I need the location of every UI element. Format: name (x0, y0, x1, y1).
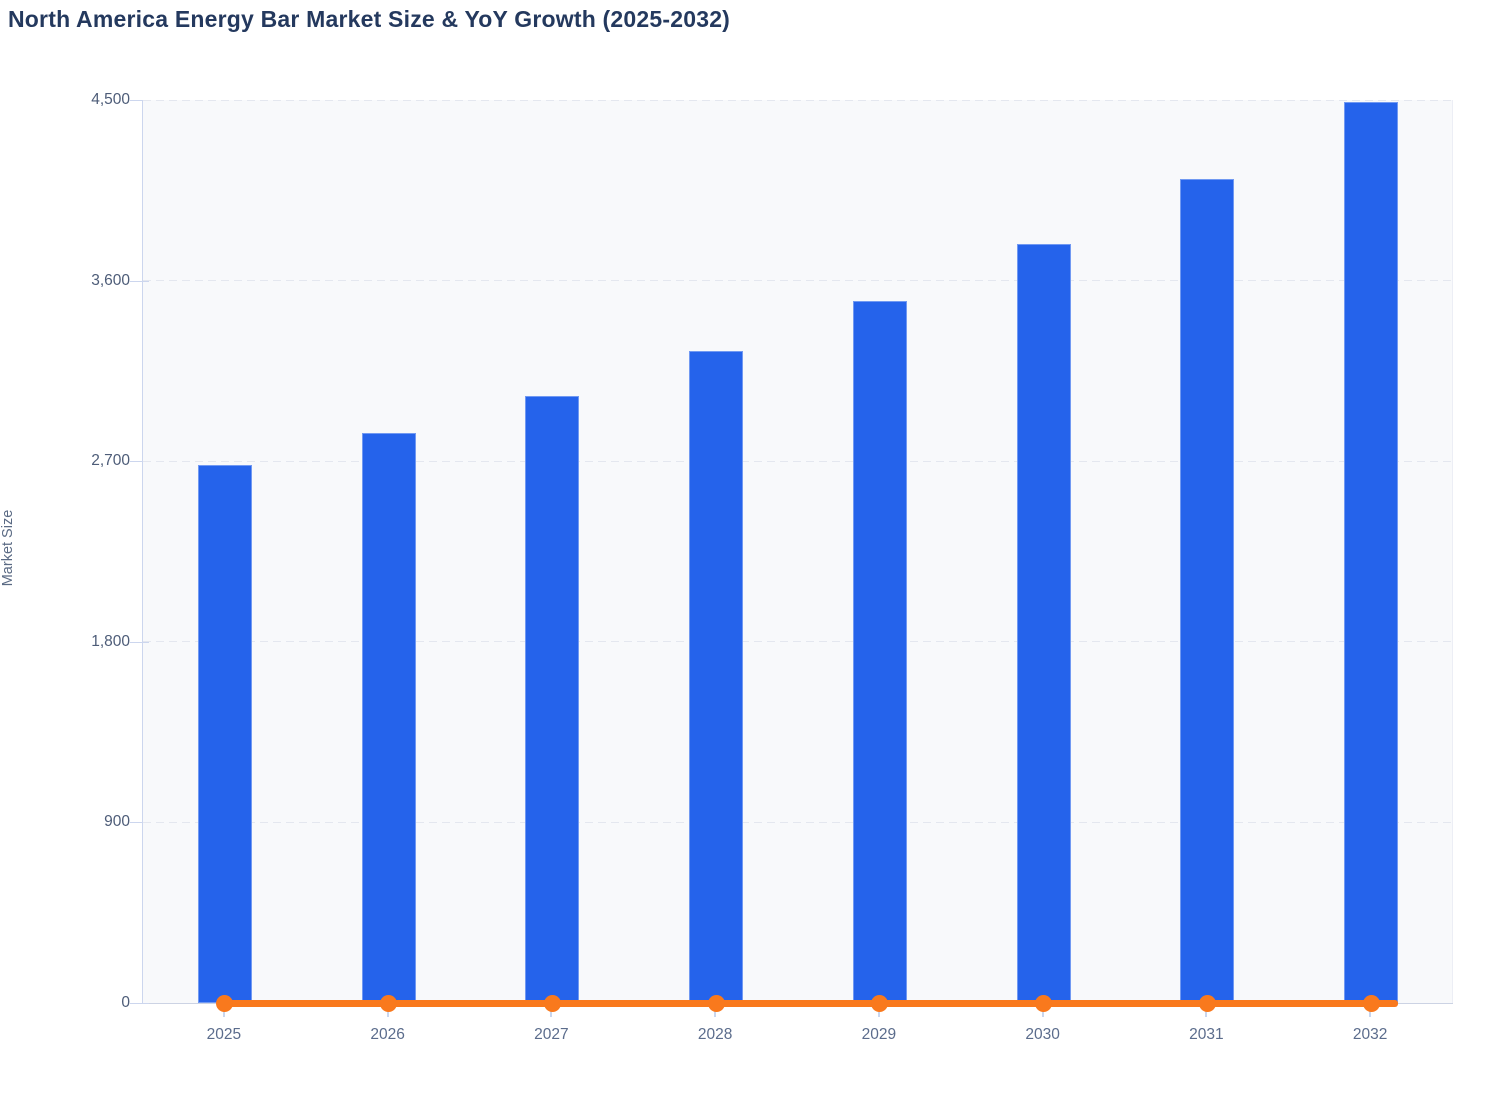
bar-2026[interactable] (361, 433, 416, 1003)
x-tick-label-2025: 2025 (206, 1026, 242, 1043)
gridline-900 (143, 821, 1453, 823)
bar-2027[interactable] (525, 395, 580, 1003)
bar-2030[interactable] (1016, 244, 1071, 1003)
plot-area (142, 99, 1453, 1012)
gridline-2700 (143, 460, 1453, 462)
y-tick-mark (130, 822, 149, 824)
y-tick-mark (130, 100, 149, 101)
bar-2029[interactable] (852, 300, 907, 1003)
yoy-growth-marker-2032[interactable] (1362, 994, 1380, 1012)
y-tick-mark (130, 280, 149, 282)
gridline-1800 (143, 641, 1453, 643)
y-axis-title: Market Size (0, 509, 16, 587)
yoy-growth-marker-2027[interactable] (543, 994, 561, 1012)
bar-2028[interactable] (689, 350, 744, 1003)
yoy-growth-marker-2031[interactable] (1198, 994, 1216, 1012)
gridline-4500 (143, 99, 1453, 101)
y-tick-label: 0 (121, 994, 130, 1011)
x-tick-label-2031: 2031 (1189, 1026, 1224, 1043)
yoy-growth-marker-2026[interactable] (380, 994, 398, 1012)
y-tick-label: 900 (104, 813, 130, 831)
chart-title: North America Energy Bar Market Size & Y… (8, 6, 731, 32)
y-tick-label: 1,800 (91, 632, 130, 650)
x-tick-label-2027: 2027 (534, 1026, 569, 1043)
y-tick-label: 4,500 (91, 91, 130, 108)
x-tick-label-2030: 2030 (1025, 1026, 1060, 1043)
bar-2025[interactable] (197, 465, 252, 1003)
yoy-growth-marker-2028[interactable] (707, 994, 725, 1012)
y-tick-mark (130, 1003, 149, 1004)
y-tick-mark (130, 461, 149, 463)
y-tick-label: 3,600 (91, 271, 130, 289)
gridline-3600 (143, 280, 1453, 282)
x-tick-label-2029: 2029 (861, 1026, 897, 1043)
y-tick-label: 2,700 (91, 452, 130, 470)
x-tick-label-2032: 2032 (1352, 1026, 1388, 1043)
x-tick-label-2026: 2026 (370, 1026, 405, 1043)
yoy-growth-marker-2029[interactable] (871, 994, 889, 1012)
bar-2031[interactable] (1180, 179, 1235, 1003)
yoy-growth-line[interactable] (224, 999, 1399, 1007)
y-tick-mark (130, 641, 149, 643)
bar-2032[interactable] (1344, 102, 1399, 1003)
yoy-growth-marker-2030[interactable] (1035, 994, 1053, 1012)
yoy-growth-marker-2025[interactable] (216, 994, 234, 1012)
x-tick-label-2028: 2028 (697, 1026, 733, 1043)
